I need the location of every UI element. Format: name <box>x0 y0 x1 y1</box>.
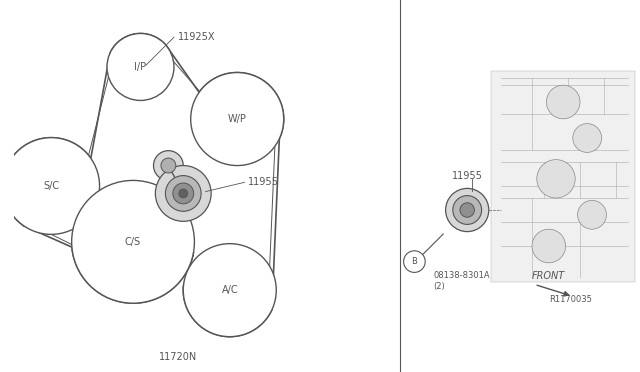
Circle shape <box>107 33 174 100</box>
Text: B: B <box>412 257 417 266</box>
Circle shape <box>453 196 481 224</box>
Circle shape <box>578 201 607 229</box>
Text: W/P: W/P <box>228 114 246 124</box>
Circle shape <box>161 158 176 173</box>
Circle shape <box>547 85 580 119</box>
Circle shape <box>173 183 194 204</box>
Circle shape <box>404 251 425 272</box>
Circle shape <box>165 176 201 211</box>
Circle shape <box>3 138 100 234</box>
Text: 11955: 11955 <box>452 171 483 182</box>
Text: 11720N: 11720N <box>159 352 197 362</box>
Circle shape <box>156 166 211 221</box>
Text: A/C: A/C <box>221 285 238 295</box>
Circle shape <box>532 229 566 263</box>
Circle shape <box>191 73 284 166</box>
Circle shape <box>537 160 575 198</box>
Text: 08138-8301A: 08138-8301A <box>434 272 490 280</box>
Circle shape <box>183 244 276 337</box>
Text: 11955: 11955 <box>248 177 279 187</box>
Text: (2): (2) <box>434 282 445 291</box>
Circle shape <box>460 203 474 217</box>
Circle shape <box>154 151 183 180</box>
Text: R1170035: R1170035 <box>548 295 591 305</box>
FancyBboxPatch shape <box>492 71 636 282</box>
Text: 11925X: 11925X <box>178 32 215 42</box>
Text: C/S: C/S <box>125 237 141 247</box>
Text: FRONT: FRONT <box>532 271 565 281</box>
Text: I/P: I/P <box>134 62 147 72</box>
Circle shape <box>573 124 602 153</box>
Circle shape <box>179 189 188 198</box>
Circle shape <box>445 188 489 232</box>
Circle shape <box>72 180 195 303</box>
Text: S/C: S/C <box>43 181 60 191</box>
